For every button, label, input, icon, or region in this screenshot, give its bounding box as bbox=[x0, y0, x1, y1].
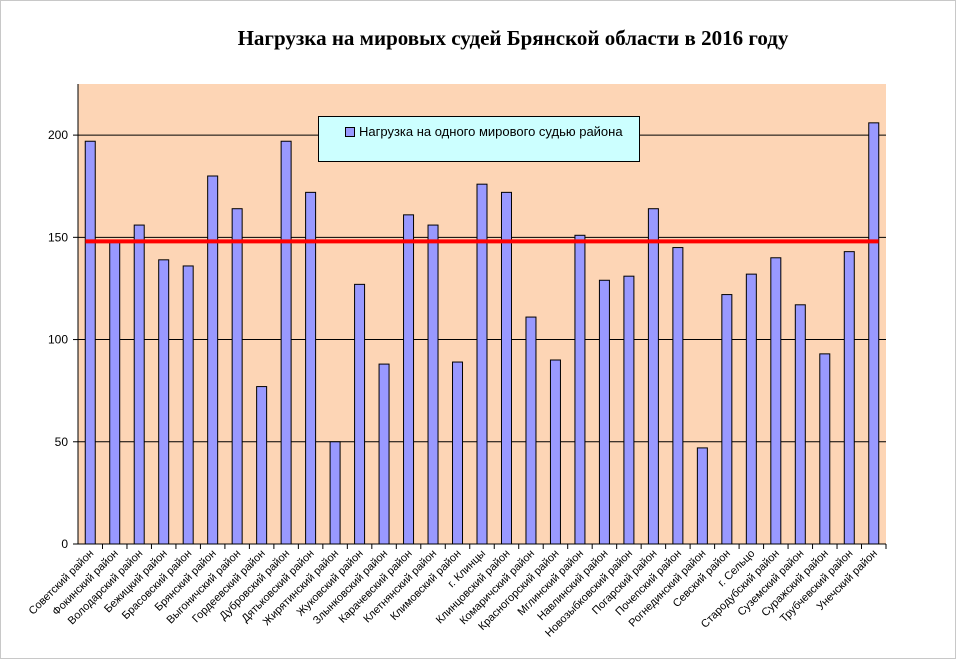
bar bbox=[843, 251, 855, 545]
bar bbox=[868, 122, 880, 545]
bar bbox=[794, 304, 806, 545]
bar bbox=[207, 175, 219, 545]
bar bbox=[280, 140, 292, 545]
bar bbox=[696, 447, 708, 545]
legend-label: Нагрузка на одного мирового судью района bbox=[359, 124, 623, 139]
y-tick-label: 50 bbox=[55, 435, 69, 449]
bars bbox=[84, 122, 880, 545]
bar bbox=[574, 234, 586, 545]
y-tick-labels: 0 50 100 150 200 bbox=[48, 128, 68, 551]
bar bbox=[182, 265, 194, 545]
bar bbox=[525, 316, 537, 545]
bar bbox=[329, 441, 341, 545]
bar bbox=[819, 353, 831, 545]
bar bbox=[378, 363, 390, 545]
y-tick-label: 150 bbox=[48, 230, 68, 244]
bar bbox=[598, 279, 610, 545]
bar bbox=[549, 359, 561, 545]
bar bbox=[647, 208, 659, 545]
bar bbox=[623, 275, 635, 545]
y-tick-label: 0 bbox=[61, 537, 68, 551]
bar bbox=[721, 294, 733, 545]
bar bbox=[770, 257, 782, 545]
bar bbox=[354, 283, 366, 545]
bar bbox=[133, 224, 145, 545]
bar bbox=[256, 386, 268, 545]
legend-swatch bbox=[345, 127, 355, 137]
bar bbox=[231, 208, 243, 545]
y-tick-label: 200 bbox=[48, 128, 68, 142]
chart-title: Нагрузка на мировых судей Брянской облас… bbox=[237, 26, 789, 50]
legend: Нагрузка на одного мирового судью района bbox=[318, 116, 640, 162]
bar bbox=[427, 224, 439, 545]
bar bbox=[500, 191, 512, 545]
bar bbox=[745, 273, 757, 545]
axes bbox=[73, 84, 887, 549]
bar bbox=[476, 183, 488, 545]
bar bbox=[158, 259, 170, 545]
bar bbox=[305, 191, 317, 545]
bar bbox=[672, 247, 684, 545]
bar bbox=[109, 240, 121, 545]
bar bbox=[84, 140, 96, 545]
y-tick-label: 100 bbox=[48, 333, 68, 347]
bar bbox=[452, 361, 464, 545]
bar bbox=[403, 214, 415, 545]
